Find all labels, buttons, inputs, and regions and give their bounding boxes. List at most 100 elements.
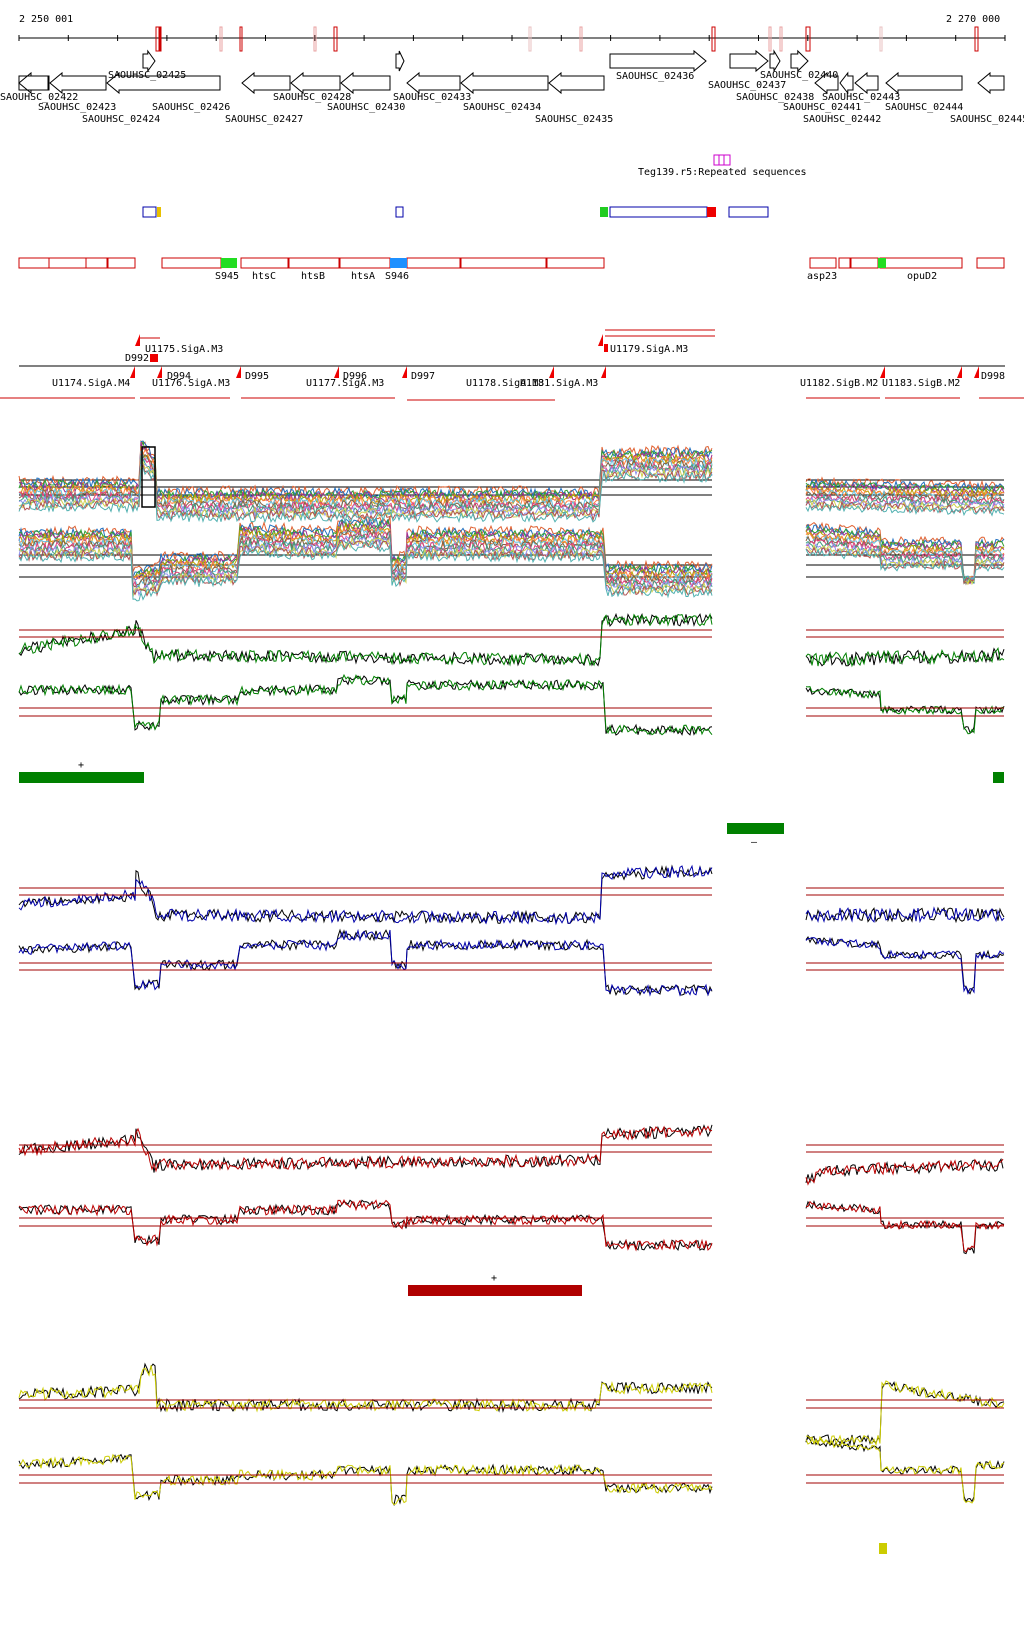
coordinate-ruler: 2 250 001 2 270 000 (18, 14, 1006, 52)
green-segment (993, 772, 1004, 783)
annotation-label: htsC (252, 271, 276, 282)
profile-line (805, 538, 1005, 580)
feature-track (142, 206, 769, 218)
annotation-box (850, 257, 879, 269)
promoter-mark (236, 366, 241, 378)
gene-label: SAOUHSC_02442 (803, 114, 881, 125)
profile-line (18, 526, 713, 583)
profile-line (805, 495, 1005, 509)
profile-line (805, 486, 1005, 501)
profile-line (18, 530, 713, 591)
gene-labels-bottom: SAOUHSC_02422 SAOUHSC_02423 SAOUHSC_0242… (0, 92, 1024, 125)
promoter-label: U1178.SigA.M3 (466, 378, 544, 389)
annotation-box (976, 257, 1005, 269)
profile-line (18, 864, 713, 926)
annotation-fill (221, 258, 237, 268)
annotation-box (339, 257, 391, 269)
profile-line (18, 536, 713, 597)
profile-line (805, 647, 1005, 667)
promoter-mark (598, 334, 603, 346)
profile-line (805, 1437, 1005, 1504)
start-coordinate: 2 250 001 (19, 14, 73, 25)
profile-line (805, 484, 1005, 498)
gene-arrow (395, 50, 405, 72)
promoter-block (150, 354, 158, 362)
profile-line (805, 1200, 1005, 1253)
profile-line (18, 523, 713, 581)
gene-label: SAOUHSC_02433 (393, 92, 471, 103)
gene-arrow (406, 71, 461, 95)
profile-line (805, 936, 1005, 995)
profile-line (18, 453, 713, 512)
red-segment (408, 1285, 582, 1296)
promoter-label: D995 (245, 371, 269, 382)
gene-arrow (885, 71, 963, 95)
gene-arrow (790, 49, 809, 73)
profile-line (805, 935, 1005, 995)
gene-label: SAOUHSC_02445 (950, 114, 1024, 125)
profile-line (18, 454, 713, 516)
green-segment (727, 823, 784, 834)
promoter-labels: U1175.SigA.M3 U1179.SigA.M3 U1174.SigA.M… (52, 344, 1005, 389)
profile-line (18, 928, 713, 997)
ruler-mark (711, 26, 716, 52)
gene-arrow (977, 71, 1005, 95)
profile-line (805, 488, 1005, 502)
ruler-mark (879, 26, 883, 52)
profile-line (18, 1453, 713, 1506)
annotation-box (18, 257, 87, 269)
promoter-label: U1175.SigA.M3 (145, 344, 223, 355)
profile-line (805, 503, 1005, 517)
profile-line (805, 906, 1005, 924)
annotation-label: htsA (351, 271, 375, 282)
gene-label: SAOUHSC_02426 (152, 102, 230, 113)
profile-line (18, 1199, 713, 1251)
gene-label: SAOUHSC_02443 (822, 92, 900, 103)
profile-line (805, 646, 1005, 668)
ruler-mark (219, 26, 223, 52)
profile-line (805, 547, 1005, 582)
annotation-fill (878, 258, 886, 268)
annotation-box (879, 257, 963, 269)
annotation-box (240, 257, 289, 269)
annotation-box (107, 257, 136, 269)
feature-box (728, 206, 769, 218)
ruler-mark (528, 26, 532, 52)
promoter-mark (601, 366, 606, 378)
promoter-mark (334, 366, 339, 378)
feature-box (142, 206, 157, 218)
segment-bars: + – + (19, 760, 1004, 1554)
promoter-label: D994 (167, 371, 191, 382)
gene-label: SAOUHSC_02424 (82, 114, 160, 125)
ruler-mark (768, 26, 772, 52)
ruler-mark (779, 26, 783, 52)
gene-label: SAOUHSC_02422 (0, 92, 78, 103)
ruler-mark (239, 26, 243, 52)
profile-line (805, 476, 1005, 492)
feature-mark (157, 207, 161, 217)
ruler-mark (333, 26, 338, 52)
annotation-box (460, 257, 547, 269)
gene-arrow (609, 49, 707, 73)
gene-arrow (854, 71, 879, 95)
promoter-label: U1177.SigA.M3 (306, 378, 384, 389)
gene-arrow (769, 49, 781, 73)
gene-arrow (340, 71, 391, 95)
promoter-track (0, 329, 1024, 401)
promoter-label: U1174.SigA.M4 (52, 378, 130, 389)
profile-line (805, 499, 1005, 515)
gene-label: SAOUHSC_02436 (616, 71, 694, 82)
end-coordinate: 2 270 000 (946, 14, 1000, 25)
promoter-mark (157, 366, 162, 378)
promoter-mark (402, 366, 407, 378)
ruler-mark (155, 26, 161, 52)
annotation-label: asp23 (807, 271, 837, 282)
profile-line (18, 440, 713, 500)
repeat-label: Teg139.r5:Repeated sequences (638, 167, 807, 178)
profile-line (18, 463, 713, 522)
promoter-mark (549, 366, 554, 378)
gene-arrow (142, 49, 156, 73)
profile-line (18, 541, 713, 602)
gene-arrow (548, 71, 605, 95)
profile-line (18, 612, 713, 667)
